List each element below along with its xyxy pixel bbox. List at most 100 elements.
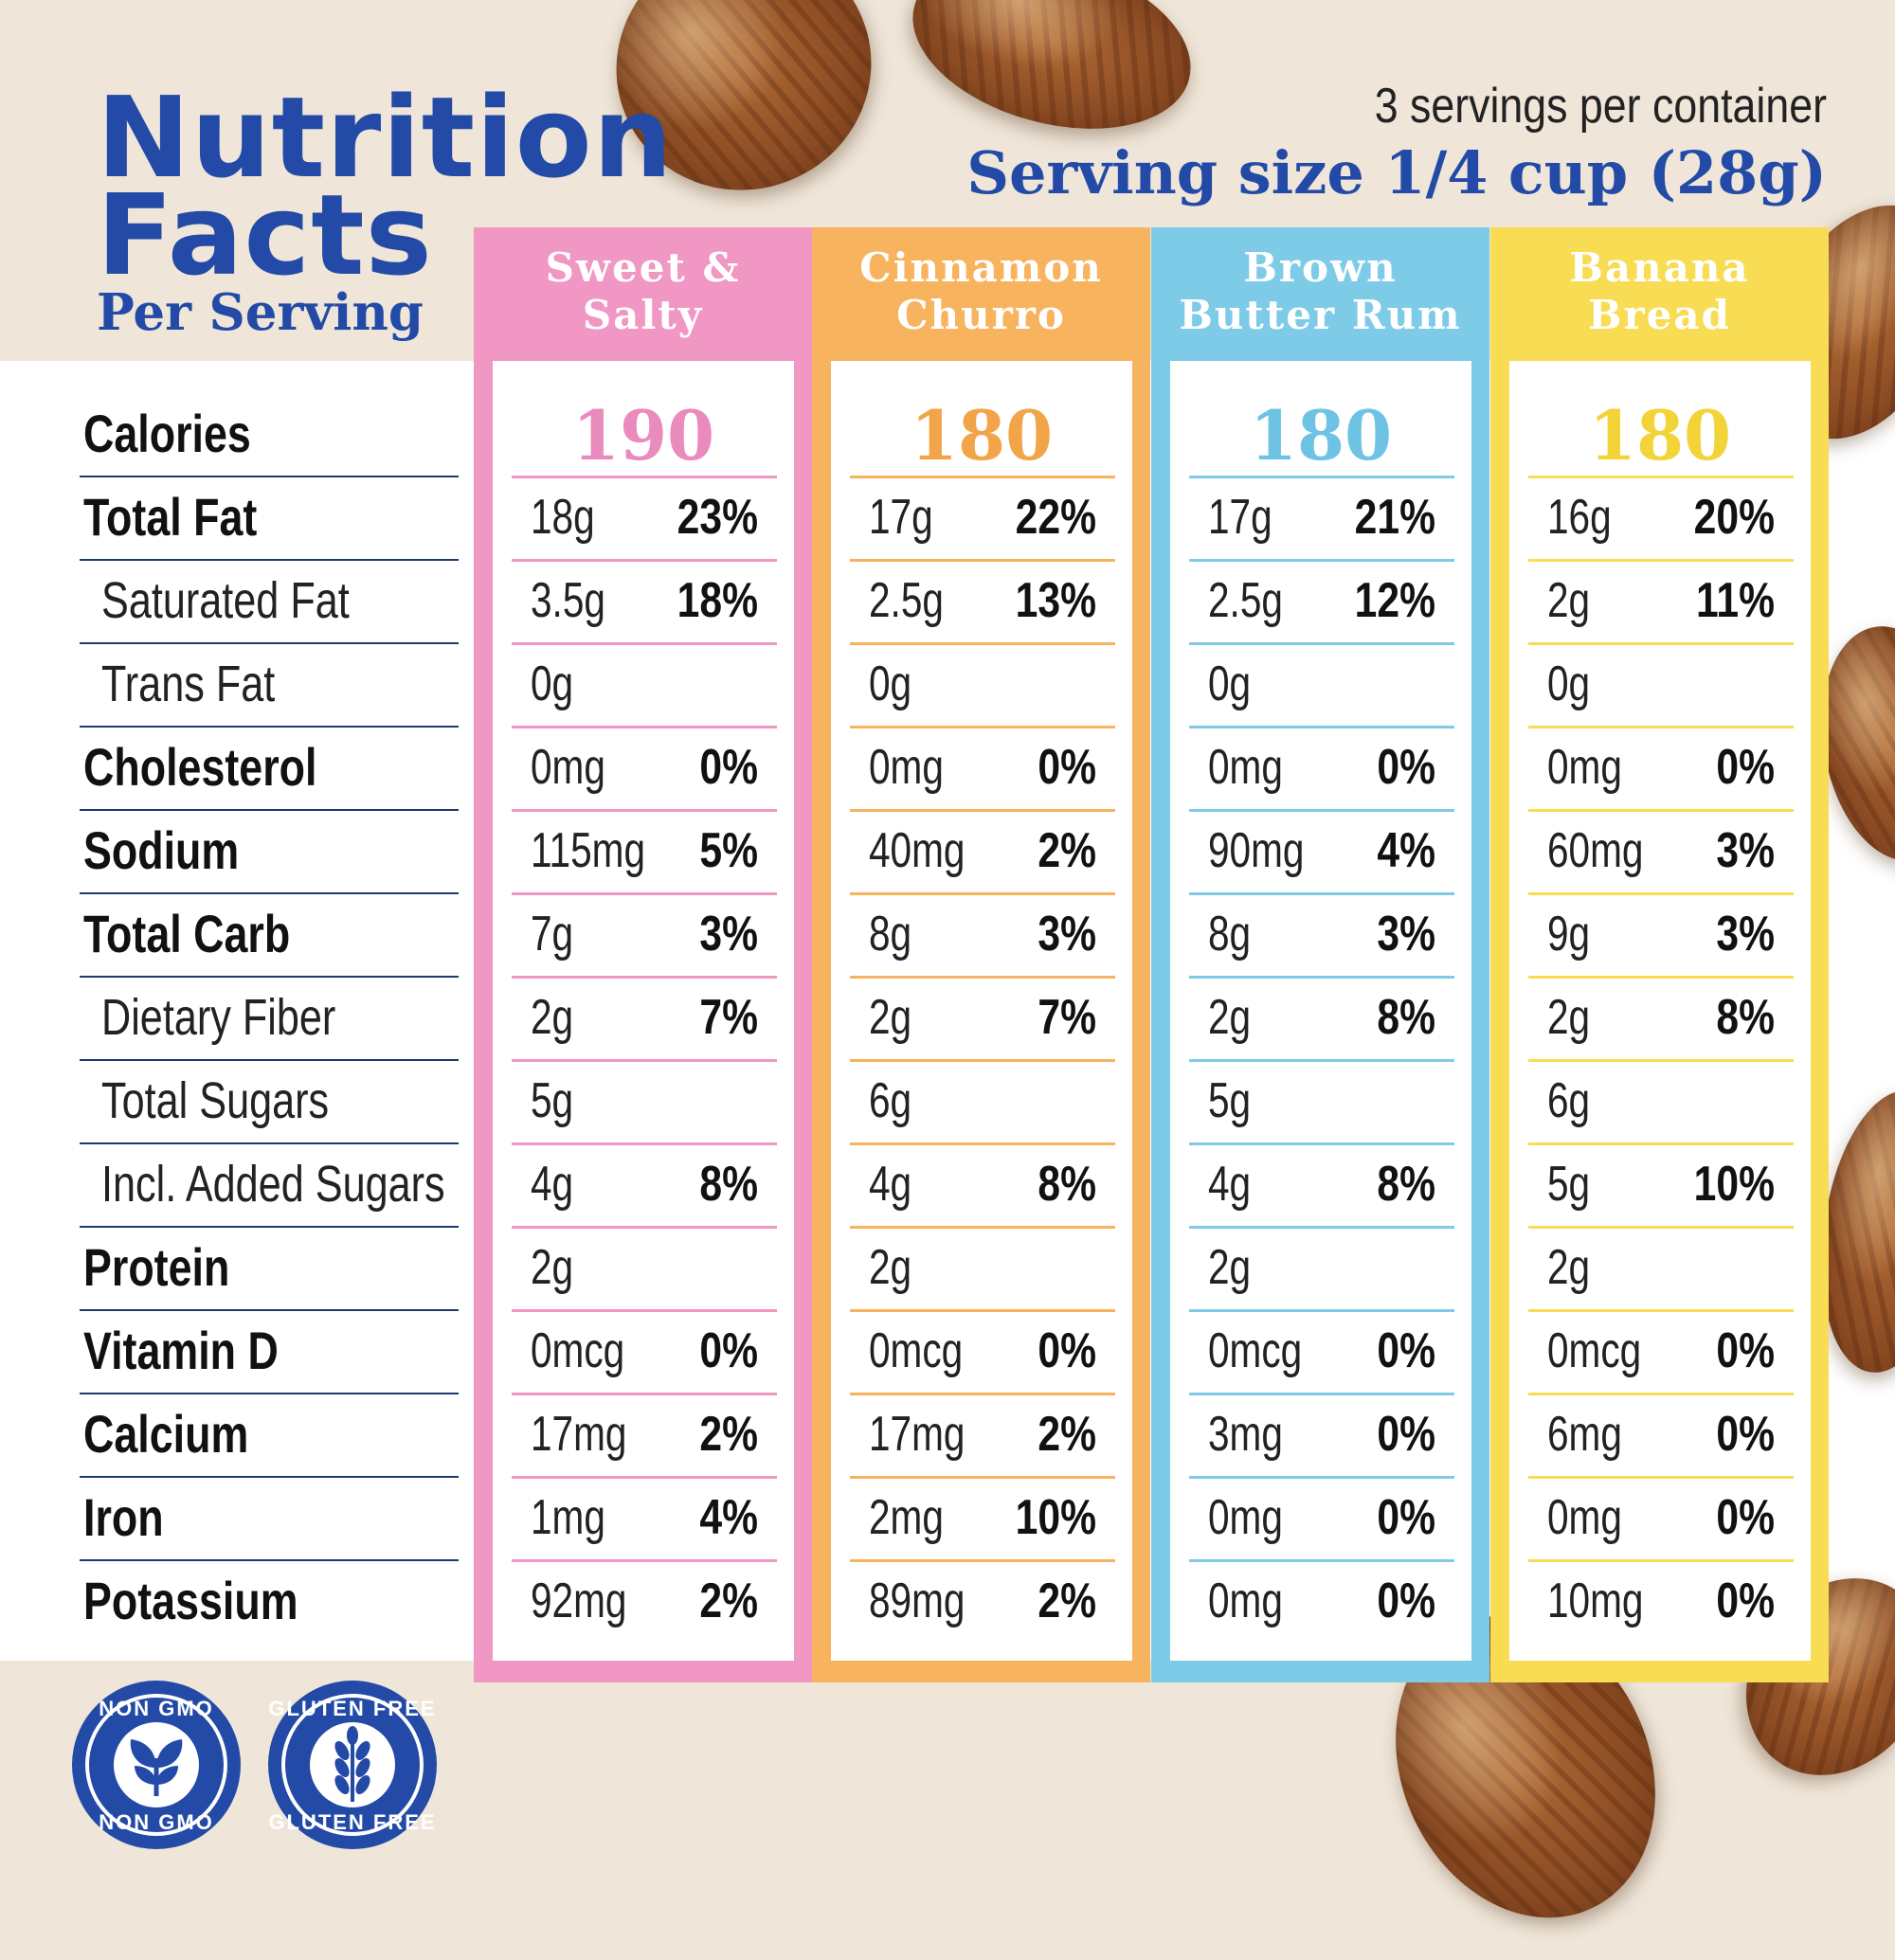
leaf-icon [130,1739,183,1796]
badge-text: NON GMO [99,1697,214,1720]
row-divider [1189,1476,1454,1479]
daily-value-percent: 0% [1377,1573,1435,1628]
daily-value-percent: 0% [1716,1407,1775,1462]
nutrient-amount: 0g [531,656,574,711]
row-divider [80,1059,459,1061]
nutrient-amount: 2g [1547,990,1591,1045]
row-divider [512,476,777,478]
nutrient-label: Sodium [83,820,240,880]
non-gmo-badge: NON GMO NON GMO [72,1681,241,1849]
daily-value-percent: 18% [677,573,758,628]
row-divider [1528,1226,1794,1229]
nutrient-amount: 0mg [1208,1490,1283,1545]
daily-value-percent: 3% [1377,907,1435,962]
row-divider [850,642,1115,645]
row-divider [80,1142,459,1144]
row-divider [1189,1226,1454,1229]
daily-value-percent: 0% [1716,1490,1775,1545]
row-divider [80,559,459,561]
row-divider [1528,976,1794,979]
nutrient-amount: 0mg [1547,740,1622,795]
nutrient-amount: 115mg [531,823,646,878]
per-serving-subtitle: Per Serving [97,283,424,342]
daily-value-percent: 2% [1038,1407,1096,1462]
row-divider [512,976,777,979]
calories-value: 180 [1588,395,1732,476]
nutrient-amount: 4g [531,1157,574,1212]
flavor-name-line: Churro [896,292,1066,338]
nutrient-label: Calories [83,404,251,463]
daily-value-percent: 7% [1038,990,1096,1045]
row-divider [80,726,459,728]
nutrient-amount: 4g [869,1157,912,1212]
nutrient-amount: 5g [1208,1073,1252,1128]
nutrient-amount: 6g [1547,1073,1591,1128]
row-divider [512,726,777,728]
daily-value-percent: 0% [1038,740,1096,795]
nutrient-amount: 0mg [1547,1490,1622,1545]
nutrient-label: Dietary Fiber [101,989,336,1046]
daily-value-percent: 23% [677,490,758,545]
nutrient-amount: 6mg [1547,1407,1622,1462]
daily-value-percent: 8% [1377,1157,1435,1212]
row-divider [850,726,1115,728]
daily-value-percent: 8% [699,1157,758,1212]
nutrient-amount: 3mg [1208,1407,1283,1462]
row-divider [1189,1393,1454,1395]
nutrient-amount: 4g [1208,1157,1252,1212]
flavor-values-panel [1509,361,1811,1661]
nutrient-amount: 18g [531,490,595,545]
badge-text: GLUTEN FREE [268,1810,437,1834]
calories-value: 190 [571,395,715,476]
nutrient-label: Potassium [83,1571,298,1630]
nutrient-amount: 0mcg [1547,1323,1642,1378]
daily-value-percent: 0% [1377,740,1435,795]
row-divider [1189,1559,1454,1562]
row-divider [1189,1059,1454,1062]
daily-value-percent: 0% [1377,1407,1435,1462]
nutrient-amount: 17mg [869,1407,966,1462]
daily-value-percent: 11% [1696,573,1775,628]
flavor-name: Sweet & Salty [474,244,812,339]
nutrient-amount: 0mg [869,740,944,795]
nutrient-amount: 0g [1208,656,1252,711]
daily-value-percent: 3% [1038,907,1096,962]
nutrient-label: Vitamin D [83,1321,279,1380]
nutrient-amount: 16g [1547,490,1612,545]
row-divider [1189,892,1454,895]
daily-value-percent: 2% [1038,1573,1096,1628]
daily-value-percent: 3% [699,907,758,962]
row-divider [1528,1059,1794,1062]
row-divider [850,809,1115,812]
row-divider [512,1476,777,1479]
row-divider [850,1476,1115,1479]
row-divider [850,1559,1115,1562]
daily-value-percent: 5% [699,823,758,878]
wheat-icon [334,1726,370,1802]
nutrient-label: Cholesterol [83,737,317,797]
row-divider [1189,726,1454,728]
flavor-values-panel [493,361,794,1661]
nutrient-label: Total Fat [83,487,258,547]
nutrient-amount: 40mg [869,823,966,878]
badge-text: GLUTEN FREE [268,1697,437,1720]
flavor-values-panel [831,361,1132,1661]
nutrient-amount: 2g [531,1240,574,1295]
row-divider [1528,1476,1794,1479]
flavor-name: Cinnamon Churro [812,244,1150,339]
nutrient-amount: 2.5g [1208,573,1283,628]
nutrient-label: Total Carb [83,904,291,963]
flavor-name-line: Cinnamon [859,244,1103,291]
gluten-free-badge: GLUTEN FREE GLUTEN FREE [268,1681,437,1849]
row-divider [80,476,459,477]
nutrient-amount: 92mg [531,1573,627,1628]
flavor-name-line: Brown [1243,244,1398,291]
nutrient-amount: 17mg [531,1407,627,1462]
nutrient-amount: 60mg [1547,823,1644,878]
row-divider [850,476,1115,478]
pecan-image [893,0,1210,157]
row-divider [512,1142,777,1145]
nutrient-amount: 17g [1208,490,1272,545]
row-divider [512,642,777,645]
nutrient-amount: 1mg [531,1490,605,1545]
